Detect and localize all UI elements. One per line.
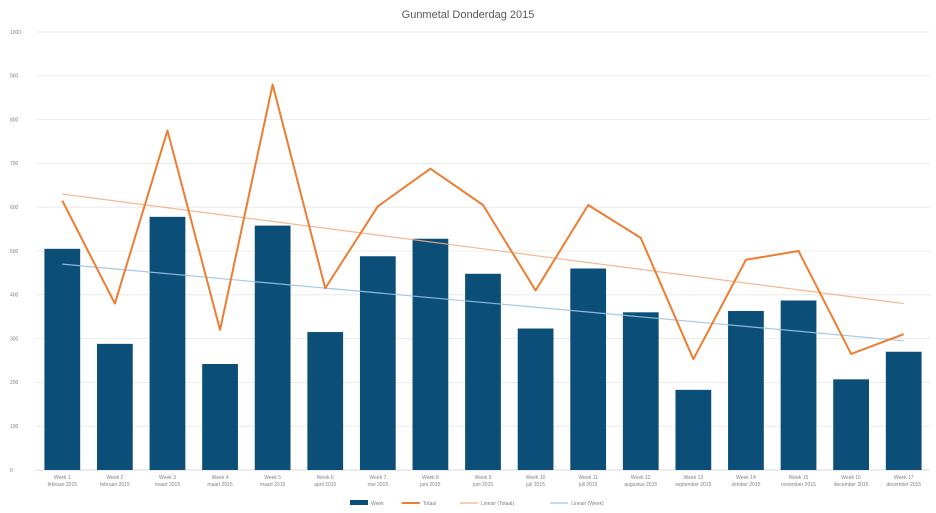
bar [359, 256, 396, 470]
x-tick-label: Week 5 maart 2015 [260, 475, 286, 488]
y-tick-label: 900 [10, 74, 19, 80]
x-tick-label: Week 16 december 2015 [834, 475, 869, 488]
x-tick-label: Week 4 maart 2015 [207, 475, 233, 488]
series-line-total [61, 83, 905, 361]
y-tick-label: 1000 [10, 30, 21, 36]
bar [412, 238, 449, 470]
bar [517, 328, 554, 470]
x-tick-label: Week 17 december 2015 [886, 475, 921, 488]
x-tick-label: Week 1 februari 2015 [48, 475, 78, 488]
bar [97, 343, 133, 470]
chart-title: Gunmetal Donderdag 2015 [401, 9, 535, 21]
x-tick-label: Week 6 april 2015 [314, 475, 336, 488]
legend-label: Week [371, 501, 384, 507]
x-tick-label: Week 3 maart 2015 [155, 475, 181, 488]
y-tick-label: 200 [10, 380, 19, 386]
y-tick-label: 800 [10, 117, 19, 123]
bar [780, 300, 817, 470]
bar [728, 311, 764, 470]
bar [833, 379, 869, 470]
bar [885, 351, 922, 470]
x-tick-label: Week 9 juni 2015 [472, 475, 494, 488]
y-tick-label: 400 [10, 293, 19, 299]
bar [254, 225, 291, 470]
y-tick-label: 300 [10, 336, 19, 342]
trend-line [62, 193, 904, 305]
bar [202, 364, 238, 470]
legend-label: Lineair (Totaal) [481, 501, 514, 507]
bar [307, 332, 344, 470]
x-tick-label: Week 7 mei 2015 [368, 475, 389, 488]
x-tick-label: Week 10 juli 2015 [525, 475, 545, 488]
legend-label: Lineair (Week) [571, 501, 604, 507]
trend-line [62, 263, 904, 342]
bar [44, 248, 81, 470]
y-tick-label: 0 [10, 468, 13, 474]
legend-label: Totaal [423, 501, 436, 507]
x-tick-label: Week 14 oktober 2015 [731, 475, 760, 488]
bar [465, 273, 501, 470]
bar [622, 312, 659, 470]
bar [570, 268, 607, 470]
y-tick-label: 600 [10, 205, 19, 211]
x-tick-label: Week 11 juli 2015 [578, 475, 598, 488]
bar [149, 216, 186, 470]
x-tick-label: Week 12 augustus 2015 [624, 475, 657, 488]
y-tick-label: 500 [10, 249, 19, 255]
y-tick-label: 100 [10, 424, 19, 430]
x-tick-label: Week 8 juni 2015 [419, 475, 441, 488]
bar [675, 389, 712, 470]
x-tick-label: Week 2 februari 2015 [100, 475, 130, 488]
legend-swatch [350, 500, 368, 505]
x-tick-label: Week 13 september 2015 [675, 475, 711, 488]
y-tick-label: 700 [10, 161, 19, 167]
x-tick-label: Week 15 november 2015 [781, 475, 816, 488]
